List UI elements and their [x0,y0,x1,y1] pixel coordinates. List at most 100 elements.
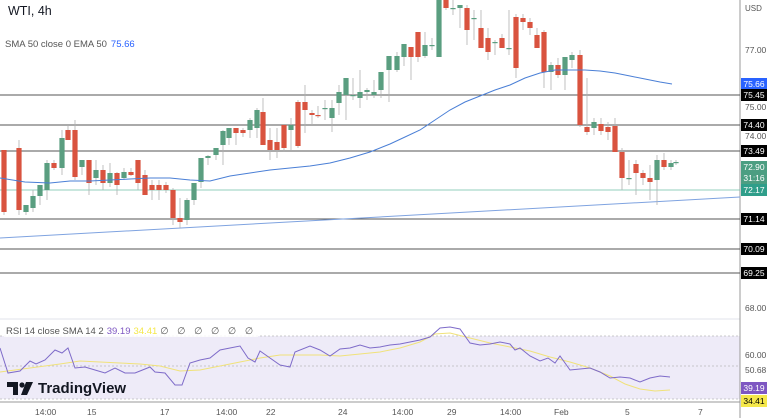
candle [401,44,407,57]
candle [1,150,7,212]
candle [121,172,127,178]
candle [577,55,583,125]
candles [1,0,679,228]
horizontal-levels[interactable] [0,94,740,274]
rsi-label: RSI 14 close SMA 14 2 [6,326,104,337]
time-tick: 5 [625,407,630,417]
candle [247,120,253,130]
candle [93,170,99,178]
candle [457,5,463,8]
rsi-sma-line [0,332,671,392]
candle [654,160,660,180]
candle [371,92,377,95]
candle [329,108,335,118]
rsi-value: 39.19 [106,326,131,337]
candle [378,72,384,90]
ma-value: 75.66 [110,39,135,50]
candle [65,130,71,140]
candle [357,92,363,98]
candle [170,190,176,218]
candle [619,152,625,178]
candle [240,130,246,133]
candle [114,173,120,185]
candle [534,35,540,48]
candle [562,57,568,75]
candle [598,124,604,131]
candle [37,185,43,196]
price-tag: 74.40 [741,119,767,131]
price-tick: 68.00 [745,303,767,313]
candle [281,125,287,148]
time-tick: 7 [698,407,703,417]
candle [44,163,50,190]
candle [128,172,134,175]
candle [213,148,219,155]
candle [295,102,301,146]
candle [541,32,547,72]
candle [499,38,505,48]
indicator-legend[interactable]: SMA 50 close 0 EMA 50 75.66 [5,39,135,50]
candle [86,160,92,183]
candle [633,164,639,173]
candle [16,148,22,210]
candle [668,163,674,167]
candle [569,55,575,60]
trendline[interactable] [0,196,741,239]
candle [506,48,512,50]
price-tag: 70.09 [741,243,767,255]
candle [364,90,370,92]
rsi-line [0,326,671,386]
price-tick: 75.00 [745,102,767,112]
rsi-tick: 50.68 [745,365,767,375]
candle [591,122,597,128]
candle [149,185,155,190]
candle [336,92,342,103]
candle [288,125,294,130]
price-tick: 74.00 [745,131,767,141]
candle [485,38,491,52]
candle [254,110,260,128]
candle [59,138,65,168]
candle [492,42,498,44]
candle [274,142,280,150]
candle [415,32,421,57]
candle [302,102,308,110]
time-tick: 14:00 [216,407,238,417]
rsi-legend[interactable]: RSI 14 close SMA 14 2 39.19 34.41 ∅ ∅ ∅ ∅ ∅… [4,326,259,337]
candle [135,160,141,183]
candle [471,18,477,20]
ma-label: SMA 50 close 0 EMA 50 [5,39,107,50]
candle [156,185,162,190]
candle [605,127,611,132]
candle [79,160,85,167]
candle [226,128,232,138]
candle [343,78,349,95]
tradingview-logo-icon [7,382,33,395]
candle [309,113,315,115]
rsi-tick: 60.00 [745,350,767,360]
candle [408,47,414,57]
candle [233,128,239,133]
price-tag: 73.49 [741,145,767,157]
candle [72,130,78,177]
time-tick: 24 [338,407,348,417]
candle [647,178,653,182]
rsi-sma-value: 34.41 [133,326,158,337]
candle [612,126,618,152]
rsi-tag: 39.19 [741,382,767,394]
candle [322,108,328,110]
candle [191,183,197,200]
rsi-extra-values: ∅ ∅ ∅ ∅ ∅ ∅ [160,326,257,337]
candle [315,115,321,117]
candle [584,127,590,132]
price-tag: 69.25 [741,267,767,279]
time-tick: 15 [87,407,97,417]
candle [260,112,266,145]
candle [527,22,533,28]
tradingview-logo[interactable]: TradingView [7,380,126,397]
candle [464,8,470,30]
candle [184,200,190,220]
time-tick: 17 [160,407,170,417]
candle [450,8,456,10]
